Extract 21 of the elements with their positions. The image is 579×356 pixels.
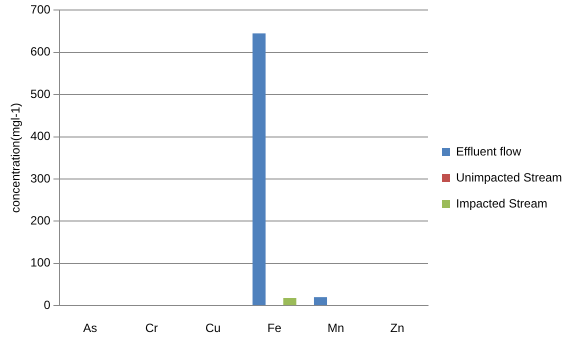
y-tick-label: 200 (30, 214, 51, 228)
y-tick-label: 300 (30, 171, 51, 186)
y-tick-label: 500 (30, 86, 51, 101)
y-tick-label: 0 (44, 298, 51, 312)
bar (252, 33, 266, 306)
x-tick-label: Fe (267, 321, 282, 336)
x-tick-label: Zn (390, 321, 404, 336)
legend-label: Effluent flow (456, 144, 522, 158)
legend-label: Unimpacted Stream (456, 170, 562, 184)
bar (314, 297, 328, 306)
y-axis-title: concentration(mgl-1) (8, 102, 23, 213)
bar (283, 298, 296, 306)
x-tick-label: Cu (205, 321, 221, 336)
y-tick-label: 400 (30, 129, 51, 144)
legend-label: Impacted Stream (456, 196, 548, 210)
y-tick-label: 600 (30, 44, 51, 59)
y-tick-label: 700 (30, 2, 51, 17)
x-tick-label: As (83, 321, 98, 336)
x-tick-label: Cr (145, 321, 158, 336)
y-tick-label: 100 (30, 256, 51, 270)
x-tick-label: Mn (328, 321, 344, 336)
